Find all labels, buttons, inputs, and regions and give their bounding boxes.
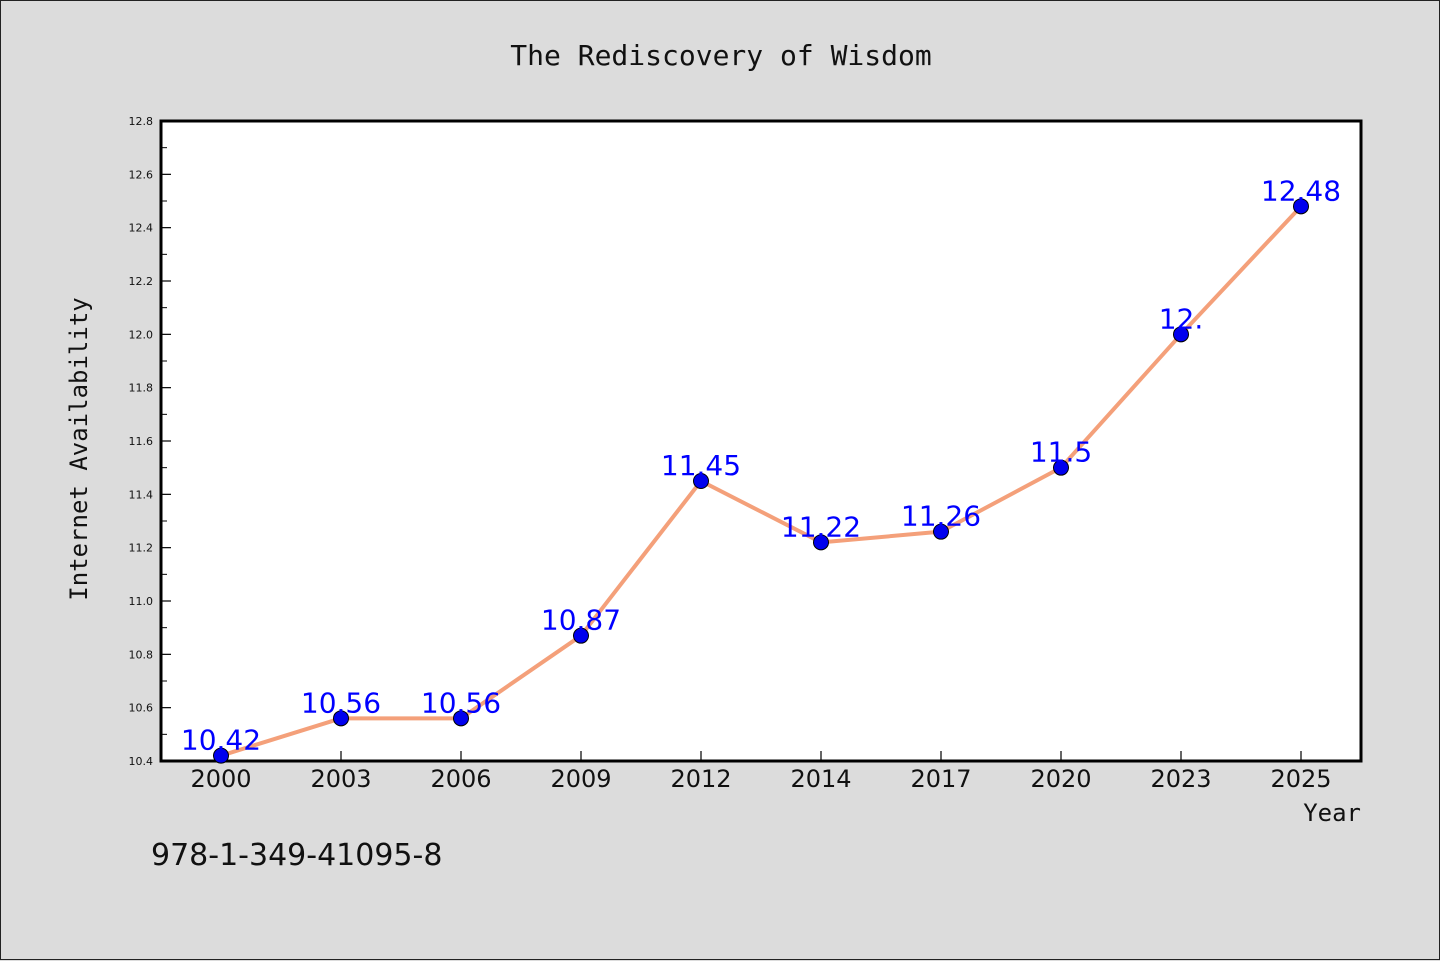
x-tick-label: 2017 [910,765,971,793]
data-label: 12. [1159,302,1204,335]
y-tick-label: 11.6 [129,435,154,448]
y-tick-label: 11.0 [129,595,154,608]
y-tick-label: 11.4 [129,488,154,501]
x-tick-label: 2012 [670,765,731,793]
y-tick-label: 11.2 [129,542,154,555]
data-label: 12.48 [1261,174,1341,207]
data-point [813,534,829,551]
plot-area [159,119,1363,763]
data-point [213,747,229,764]
data-point [333,710,349,727]
y-tick-label: 12.2 [129,275,154,288]
y-tick-label: 12.6 [129,168,154,181]
y-tick-label: 12.4 [129,222,154,235]
y-axis: 10.4 10.6 10.8 11.0 11.2 11.4 11.6 11.8 12.0 12.2… [129,115,171,768]
y-tick-label: 11.8 [129,382,154,395]
x-tick-label: 2025 [1270,765,1331,793]
x-tick-label: 2014 [790,765,851,793]
data-point [1293,198,1309,215]
data-label: 11.5 [1030,436,1092,469]
data-point [1053,459,1069,476]
data-labels: 10.42 10.56 10.56 10.87 11.45 11.22 11.26 11.5 1… [181,174,1341,756]
data-label: 10.56 [421,686,501,719]
y-axis-label: Internet Availability [65,297,93,600]
data-label: 11.22 [781,510,861,543]
x-tick-label: 2003 [310,765,371,793]
x-tick-label: 2020 [1030,765,1091,793]
x-axis: 2000 2003 2006 2009 2012 2014 2017 2020 2023 2025 [190,751,1332,793]
y-tick-label: 12.0 [129,328,154,341]
data-point [1173,326,1189,343]
y-tick-label: 10.6 [129,702,154,715]
data-point [573,627,589,644]
x-axis-label: Year [1303,799,1361,827]
y-tick-label: 10.4 [129,755,154,768]
data-point [453,710,469,727]
series-group [213,198,1309,764]
x-tick-label: 2006 [430,765,491,793]
isbn-text: 978-1-349-41095-8 [151,838,442,873]
data-point [693,473,709,489]
data-label: 11.26 [901,500,981,533]
y-tick-label: 10.8 [129,648,154,661]
series-line [220,204,1303,758]
y-tick-label: 12.8 [129,115,154,128]
x-tick-label: 2009 [550,765,611,793]
x-tick-label: 2000 [190,765,251,793]
data-label: 10.56 [301,686,381,719]
data-label: 11.45 [661,449,741,482]
chart-title: The Rediscovery of Wisdom [510,39,931,72]
x-tick-label: 2023 [1150,765,1211,793]
data-label: 10.87 [541,604,621,637]
data-point [933,523,949,540]
data-label: 10.42 [181,724,261,757]
